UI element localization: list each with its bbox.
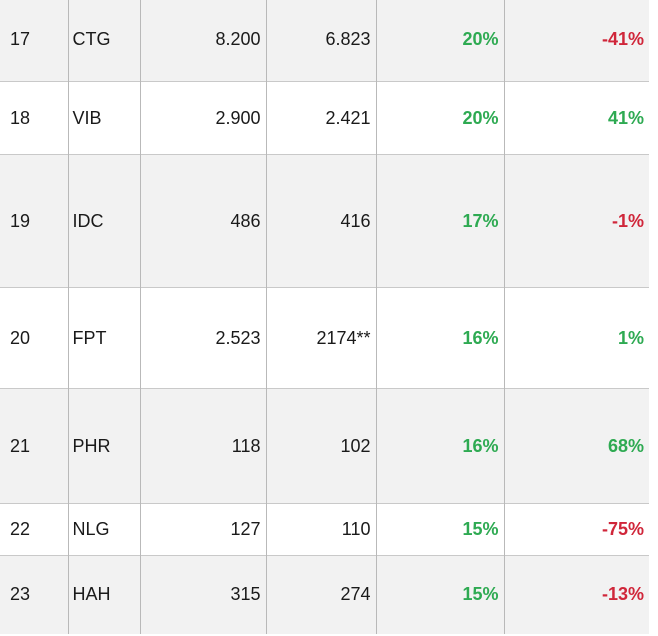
percent-1: 16% bbox=[375, 287, 504, 389]
value-1: 2.900 bbox=[139, 81, 266, 155]
ticker-code: PHR bbox=[67, 388, 140, 504]
percent-1: 20% bbox=[375, 81, 504, 155]
percent-2: 41% bbox=[503, 81, 649, 155]
value-2: 6.823 bbox=[265, 0, 376, 82]
percent-1: 16% bbox=[375, 388, 504, 504]
table-row: 22 NLG 127 110 15% -75% bbox=[0, 503, 649, 556]
percent-1: 15% bbox=[375, 555, 504, 634]
value-1: 8.200 bbox=[139, 0, 266, 82]
ticker-code: FPT bbox=[67, 287, 140, 389]
row-number: 21 bbox=[0, 388, 68, 504]
value-2: 2.421 bbox=[265, 81, 376, 155]
ticker-code: NLG bbox=[67, 503, 140, 556]
value-2: 102 bbox=[265, 388, 376, 504]
ticker-code: CTG bbox=[67, 0, 140, 82]
value-1: 127 bbox=[139, 503, 266, 556]
value-1: 118 bbox=[139, 388, 266, 504]
table-row: 21 PHR 118 102 16% 68% bbox=[0, 388, 649, 504]
ticker-code: IDC bbox=[67, 154, 140, 288]
percent-1: 20% bbox=[375, 0, 504, 82]
percent-2: -13% bbox=[503, 555, 649, 634]
percent-2: -1% bbox=[503, 154, 649, 288]
percent-1: 15% bbox=[375, 503, 504, 556]
value-1: 315 bbox=[139, 555, 266, 634]
table-row: 17 CTG 8.200 6.823 20% -41% bbox=[0, 0, 649, 82]
row-number: 20 bbox=[0, 287, 68, 389]
value-2: 2174** bbox=[265, 287, 376, 389]
percent-2: -75% bbox=[503, 503, 649, 556]
row-number: 19 bbox=[0, 154, 68, 288]
percent-2: -41% bbox=[503, 0, 649, 82]
percent-2: 1% bbox=[503, 287, 649, 389]
row-number: 18 bbox=[0, 81, 68, 155]
table-row: 18 VIB 2.900 2.421 20% 41% bbox=[0, 81, 649, 155]
ticker-code: VIB bbox=[67, 81, 140, 155]
value-1: 486 bbox=[139, 154, 266, 288]
percent-1: 17% bbox=[375, 154, 504, 288]
value-2: 416 bbox=[265, 154, 376, 288]
value-2: 110 bbox=[265, 503, 376, 556]
row-number: 17 bbox=[0, 0, 68, 82]
table-row: 23 HAH 315 274 15% -13% bbox=[0, 555, 649, 634]
ticker-code: HAH bbox=[67, 555, 140, 634]
row-number: 23 bbox=[0, 555, 68, 634]
value-2: 274 bbox=[265, 555, 376, 634]
value-1: 2.523 bbox=[139, 287, 266, 389]
table-row: 19 IDC 486 416 17% -1% bbox=[0, 154, 649, 288]
table-row: 20 FPT 2.523 2174** 16% 1% bbox=[0, 287, 649, 389]
row-number: 22 bbox=[0, 503, 68, 556]
percent-2: 68% bbox=[503, 388, 649, 504]
